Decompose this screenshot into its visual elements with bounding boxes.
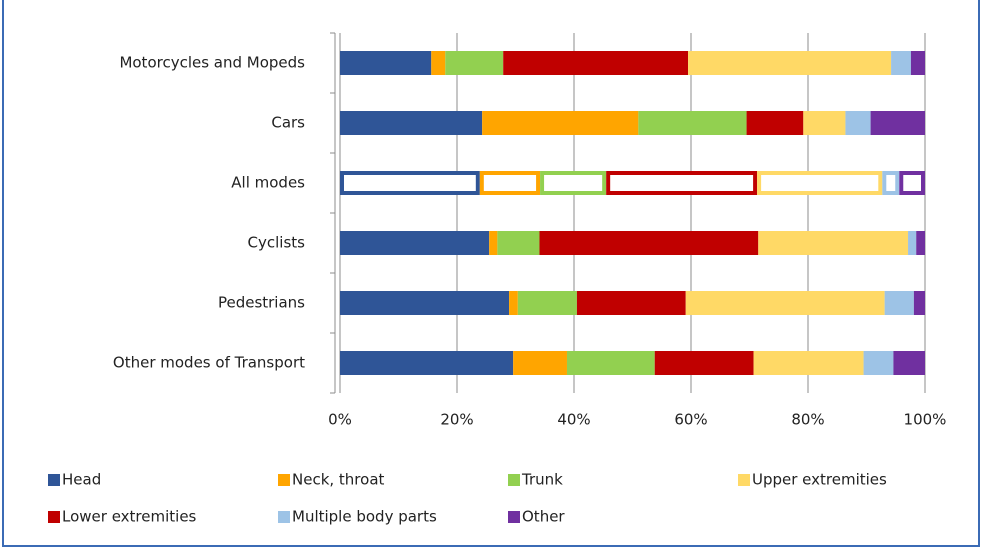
legend-label: Neck, throat bbox=[292, 471, 385, 489]
bar-segment bbox=[884, 291, 914, 315]
x-tick-label: 0% bbox=[328, 411, 352, 429]
y-tick-label: Motorcycles and Mopeds bbox=[119, 54, 305, 72]
legend-swatch bbox=[278, 511, 290, 523]
legend-label: Multiple body parts bbox=[292, 508, 437, 526]
bar-segment bbox=[870, 111, 925, 135]
bar-segment bbox=[746, 111, 804, 135]
bar-segment bbox=[913, 291, 925, 315]
bar-segment bbox=[638, 111, 747, 135]
bar-segment bbox=[539, 231, 759, 255]
bar-segment bbox=[803, 111, 846, 135]
legend-swatch bbox=[48, 511, 60, 523]
bar-segment bbox=[340, 51, 432, 75]
bar-segment bbox=[482, 111, 639, 135]
legend-label: Trunk bbox=[521, 471, 563, 489]
bar-segment bbox=[513, 351, 567, 375]
bar-segment bbox=[758, 231, 909, 255]
bar-segment bbox=[489, 231, 498, 255]
legend-swatch bbox=[48, 474, 60, 486]
bar-segment bbox=[891, 51, 911, 75]
bar-segment bbox=[893, 351, 925, 375]
bar-segment bbox=[445, 51, 504, 75]
x-tick-label: 80% bbox=[791, 411, 824, 429]
legend-label: Other bbox=[522, 508, 565, 526]
bar-segment bbox=[340, 291, 510, 315]
bar-segment bbox=[908, 231, 917, 255]
bar-segment bbox=[757, 171, 883, 195]
y-tick-label: Cars bbox=[271, 114, 305, 132]
bar-segment bbox=[479, 171, 541, 195]
legend-swatch bbox=[508, 474, 520, 486]
x-tick-label: 100% bbox=[904, 411, 947, 429]
legend-swatch bbox=[738, 474, 750, 486]
legend-label: Head bbox=[62, 471, 101, 489]
bar-segment bbox=[688, 51, 892, 75]
y-tick-label: Other modes of Transport bbox=[113, 354, 305, 372]
bar-segment bbox=[863, 351, 894, 375]
bar-segment bbox=[503, 51, 689, 75]
legend-swatch bbox=[278, 474, 290, 486]
bar-segment bbox=[340, 231, 490, 255]
bar-segment bbox=[340, 171, 480, 195]
legend-label: Lower extremities bbox=[62, 508, 197, 526]
bar-segment bbox=[340, 111, 483, 135]
bar-segment bbox=[576, 291, 686, 315]
legend-label: Upper extremities bbox=[752, 471, 887, 489]
bar-segment bbox=[540, 171, 607, 195]
bar-segment bbox=[566, 351, 655, 375]
x-tick-label: 20% bbox=[440, 411, 473, 429]
bar-segment bbox=[685, 291, 885, 315]
bar-segment bbox=[509, 291, 518, 315]
y-tick-label: Cyclists bbox=[248, 234, 306, 252]
bar-segment bbox=[517, 291, 577, 315]
bar-segment bbox=[497, 231, 540, 255]
y-tick-label: Pedestrians bbox=[218, 294, 305, 312]
bar-segment bbox=[654, 351, 754, 375]
bar-segment bbox=[882, 171, 900, 195]
y-tick-label: All modes bbox=[231, 174, 305, 192]
bar-segment bbox=[899, 171, 926, 195]
x-tick-label: 60% bbox=[674, 411, 707, 429]
bar-segment bbox=[753, 351, 864, 375]
bar-segment bbox=[431, 51, 446, 75]
legend-swatch bbox=[508, 511, 520, 523]
bar-segment bbox=[606, 171, 758, 195]
bar-segment bbox=[910, 51, 925, 75]
bar-segment bbox=[916, 231, 925, 255]
bar-segment bbox=[340, 351, 514, 375]
x-tick-label: 40% bbox=[557, 411, 590, 429]
bar-segment bbox=[845, 111, 871, 135]
